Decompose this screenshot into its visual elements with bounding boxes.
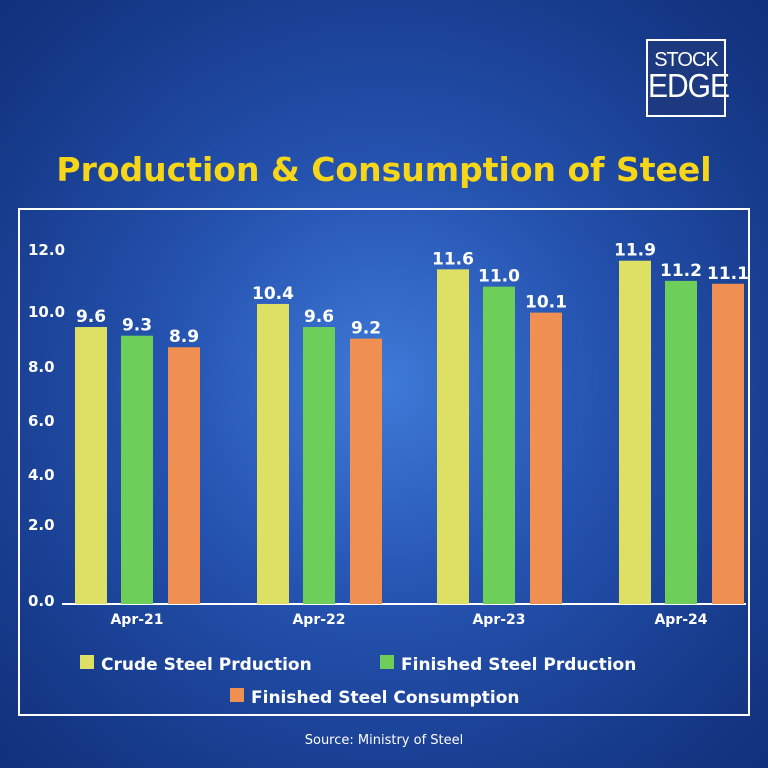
- legend-swatch: [80, 655, 94, 669]
- data-label: 10.4: [252, 284, 294, 304]
- x-tick-label: Apr-23: [472, 612, 525, 628]
- y-tick-label: 2.0: [28, 516, 55, 534]
- y-tick-label: 12.0: [28, 241, 65, 259]
- y-tick-label: 8.0: [28, 358, 55, 376]
- bar-Apr-24-2: [712, 283, 744, 604]
- logo-line2: EDGE: [648, 68, 730, 105]
- bar-Apr-22-0: [257, 303, 289, 604]
- source-note: Source: Ministry of Steel: [304, 733, 464, 748]
- data-label: 9.2: [351, 319, 381, 339]
- data-label: 10.1: [525, 293, 567, 313]
- data-label: 11.2: [660, 261, 702, 281]
- bar-Apr-24-0: [619, 260, 651, 604]
- x-tick-label: Apr-21: [110, 612, 163, 628]
- legend-label: Finished Steel Prduction: [401, 655, 636, 675]
- legend-swatch: [380, 655, 394, 669]
- data-label: 11.1: [707, 264, 749, 284]
- y-tick-label: 10.0: [28, 303, 65, 321]
- bar-Apr-21-0: [75, 327, 107, 604]
- data-label: 9.6: [304, 307, 334, 327]
- bar-Apr-23-1: [483, 286, 515, 604]
- bar-Apr-22-2: [350, 338, 382, 604]
- x-tick-label: Apr-22: [292, 612, 345, 628]
- legend-label: Finished Steel Consumption: [251, 688, 519, 708]
- chart-frame: [18, 208, 750, 716]
- data-label: 8.9: [169, 327, 199, 347]
- logo-line1: STOCK: [654, 49, 719, 71]
- x-tick-label: Apr-24: [654, 612, 707, 628]
- bar-Apr-22-1: [303, 327, 335, 604]
- bar-Apr-23-0: [437, 269, 469, 604]
- data-label: 11.9: [614, 241, 656, 261]
- y-tick-label: 4.0: [28, 466, 55, 484]
- data-label: 11.0: [478, 267, 520, 287]
- data-label: 9.6: [76, 307, 106, 327]
- y-tick-label: 0.0: [28, 592, 55, 610]
- bar-Apr-23-2: [530, 312, 562, 604]
- bar-Apr-24-1: [665, 280, 697, 604]
- chart-title: Production & Consumption of Steel: [56, 150, 712, 189]
- legend-swatch: [230, 688, 244, 702]
- data-label: 11.6: [432, 249, 474, 269]
- bar-Apr-21-2: [168, 347, 200, 604]
- bar-Apr-21-1: [121, 335, 153, 604]
- stockedge-logo: STOCK EDGE: [646, 39, 730, 117]
- legend-label: Crude Steel Prduction: [101, 655, 312, 675]
- y-tick-label: 6.0: [28, 412, 55, 430]
- data-label: 9.3: [122, 316, 152, 336]
